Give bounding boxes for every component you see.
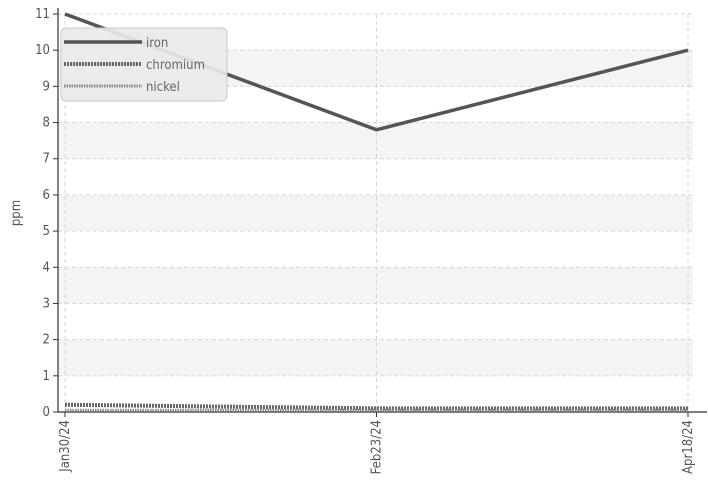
y-tick-label-9: 9 [43, 79, 50, 94]
y-tick-label-6: 6 [43, 188, 50, 203]
series-line-chromium [64, 402, 688, 411]
y-tick-label-3: 3 [43, 296, 50, 311]
y-tick-label-10: 10 [35, 43, 50, 58]
x-tick-label-0: Jan30/24 [58, 420, 73, 473]
y-tick-label-5: 5 [43, 224, 50, 239]
y-tick-label-8: 8 [43, 116, 50, 131]
y-axis-ticks: 0 1 2 3 4 5 6 7 8 9 10 11 [35, 7, 58, 420]
legend-label-iron: iron [146, 36, 168, 51]
y-tick-label-1: 1 [43, 369, 50, 384]
x-axis-ticks: Jan30/24 Feb23/24 Apr18/24 [58, 412, 696, 474]
legend: iron chromium nickel [60, 27, 228, 102]
y-tick-label-4: 4 [43, 260, 50, 275]
x-tick-label-2: Apr18/24 [681, 420, 696, 474]
band-3 [58, 267, 693, 304]
axes [57, 8, 707, 413]
band-1 [58, 339, 693, 376]
y-tick-label-2: 2 [43, 333, 50, 348]
legend-label-chromium: chromium [146, 58, 205, 73]
legend-label-nickel: nickel [146, 80, 180, 95]
y-tick-label-7: 7 [43, 152, 50, 167]
y-tick-label-0: 0 [43, 405, 50, 420]
y-tick-label-11: 11 [35, 7, 50, 22]
band-5 [58, 194, 693, 232]
x-tick-label-1: Feb23/24 [370, 420, 385, 474]
y-axis-label: ppm [9, 200, 24, 226]
legend-box [60, 27, 228, 102]
